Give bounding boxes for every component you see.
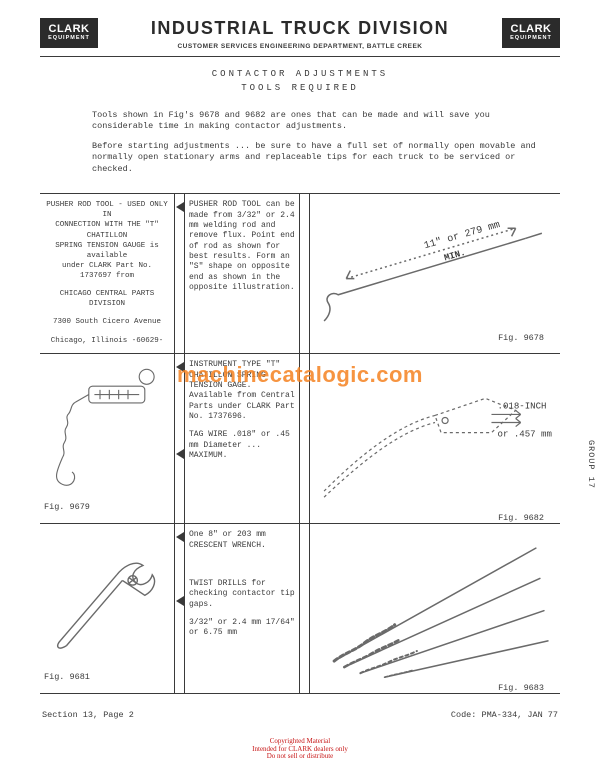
spacer: [300, 354, 310, 524]
brand-logo-right: CLARK EQUIPMENT: [502, 18, 560, 48]
spacer: [300, 194, 310, 354]
figure-label: Fig. 9683: [314, 683, 556, 694]
logo-brand: CLARK: [511, 24, 552, 35]
header-title: INDUSTRIAL TRUCK DIVISION: [104, 18, 496, 39]
figure-label: Fig. 9679: [44, 502, 170, 513]
arrow-col: [175, 194, 185, 354]
figure-label: Fig. 9682: [314, 513, 556, 524]
intro-p1: Tools shown in Fig's 9678 and 9682 are o…: [92, 110, 542, 133]
twist-drills-drawing: [314, 530, 556, 681]
section-line-1: CONTACTOR ADJUSTMENTS: [40, 67, 560, 81]
figure-label: Fig. 9678: [314, 333, 556, 344]
header-subtitle: CUSTOMER SERVICES ENGINEERING DEPARTMENT…: [104, 43, 496, 50]
pusher-rod-source-box: PUSHER ROD TOOL - USED ONLY IN CONNECTIO…: [40, 194, 175, 354]
spring-gauge-figure: Fig. 9679: [40, 354, 175, 524]
wrench-drill-description: One 8" or 203 mm CRESCENT WRENCH. TWIST …: [185, 524, 300, 694]
arrow-col: [175, 524, 185, 694]
copyright-notice: Copyrighted Material Intended for CLARK …: [252, 738, 348, 761]
left-arrow-icon: [176, 362, 184, 372]
svg-text:MIN.: MIN.: [443, 247, 467, 264]
spacer: [300, 524, 310, 694]
section-line-2: TOOLS REQUIRED: [40, 81, 560, 95]
svg-text:or .457 mm: or .457 mm: [498, 429, 552, 440]
left-arrow-icon: [176, 532, 184, 542]
footer-right: Code: PMA-334, JAN 77: [451, 710, 558, 720]
intro-p2: Before starting adjustments ... be sure …: [92, 141, 542, 175]
page-footer: Section 13, Page 2 Code: PMA-334, JAN 77: [40, 710, 560, 720]
left-arrow-icon: [176, 449, 184, 459]
tag-wire-drawing: .018-INCH or .457 mm: [314, 360, 556, 511]
section-titles: CONTACTOR ADJUSTMENTS TOOLS REQUIRED: [40, 67, 560, 96]
spring-gauge-drawing: [44, 360, 170, 500]
brand-logo-left: CLARK EQUIPMENT: [40, 18, 98, 48]
page-header: CLARK EQUIPMENT INDUSTRIAL TRUCK DIVISIO…: [40, 18, 560, 57]
arrow-col: [175, 354, 185, 524]
left-arrow-icon: [176, 202, 184, 212]
logo-sub: EQUIPMENT: [48, 36, 90, 42]
document-page: CLARK EQUIPMENT INDUSTRIAL TRUCK DIVISIO…: [0, 0, 600, 765]
twist-drills-figure: Fig. 9683: [310, 524, 560, 694]
crescent-wrench-drawing: [44, 530, 170, 670]
side-group-label: GROUP 17: [586, 440, 596, 489]
figure-label: Fig. 9681: [44, 672, 170, 683]
pusher-rod-figure: 11" or 279 mm MIN. Fig. 9678: [310, 194, 560, 354]
intro-text: Tools shown in Fig's 9678 and 9682 are o…: [40, 110, 560, 194]
wrench-figure: Fig. 9681: [40, 524, 175, 694]
tag-wire-figure: .018-INCH or .457 mm Fig. 9682: [310, 354, 560, 524]
svg-text:.018-INCH: .018-INCH: [498, 401, 547, 412]
left-arrow-icon: [176, 596, 184, 606]
spring-gauge-description: INSTRUMENT TYPE "T" CHATILLON SPRING TEN…: [185, 354, 300, 524]
logo-brand: CLARK: [49, 24, 90, 35]
pusher-rod-drawing: 11" or 279 mm MIN.: [314, 200, 556, 331]
header-center: INDUSTRIAL TRUCK DIVISION CUSTOMER SERVI…: [98, 18, 502, 50]
logo-sub: EQUIPMENT: [510, 36, 552, 42]
tool-grid: PUSHER ROD TOOL - USED ONLY IN CONNECTIO…: [40, 194, 560, 694]
footer-left: Section 13, Page 2: [42, 710, 134, 720]
pusher-rod-description: PUSHER ROD TOOL can be made from 3/32" o…: [185, 194, 300, 354]
